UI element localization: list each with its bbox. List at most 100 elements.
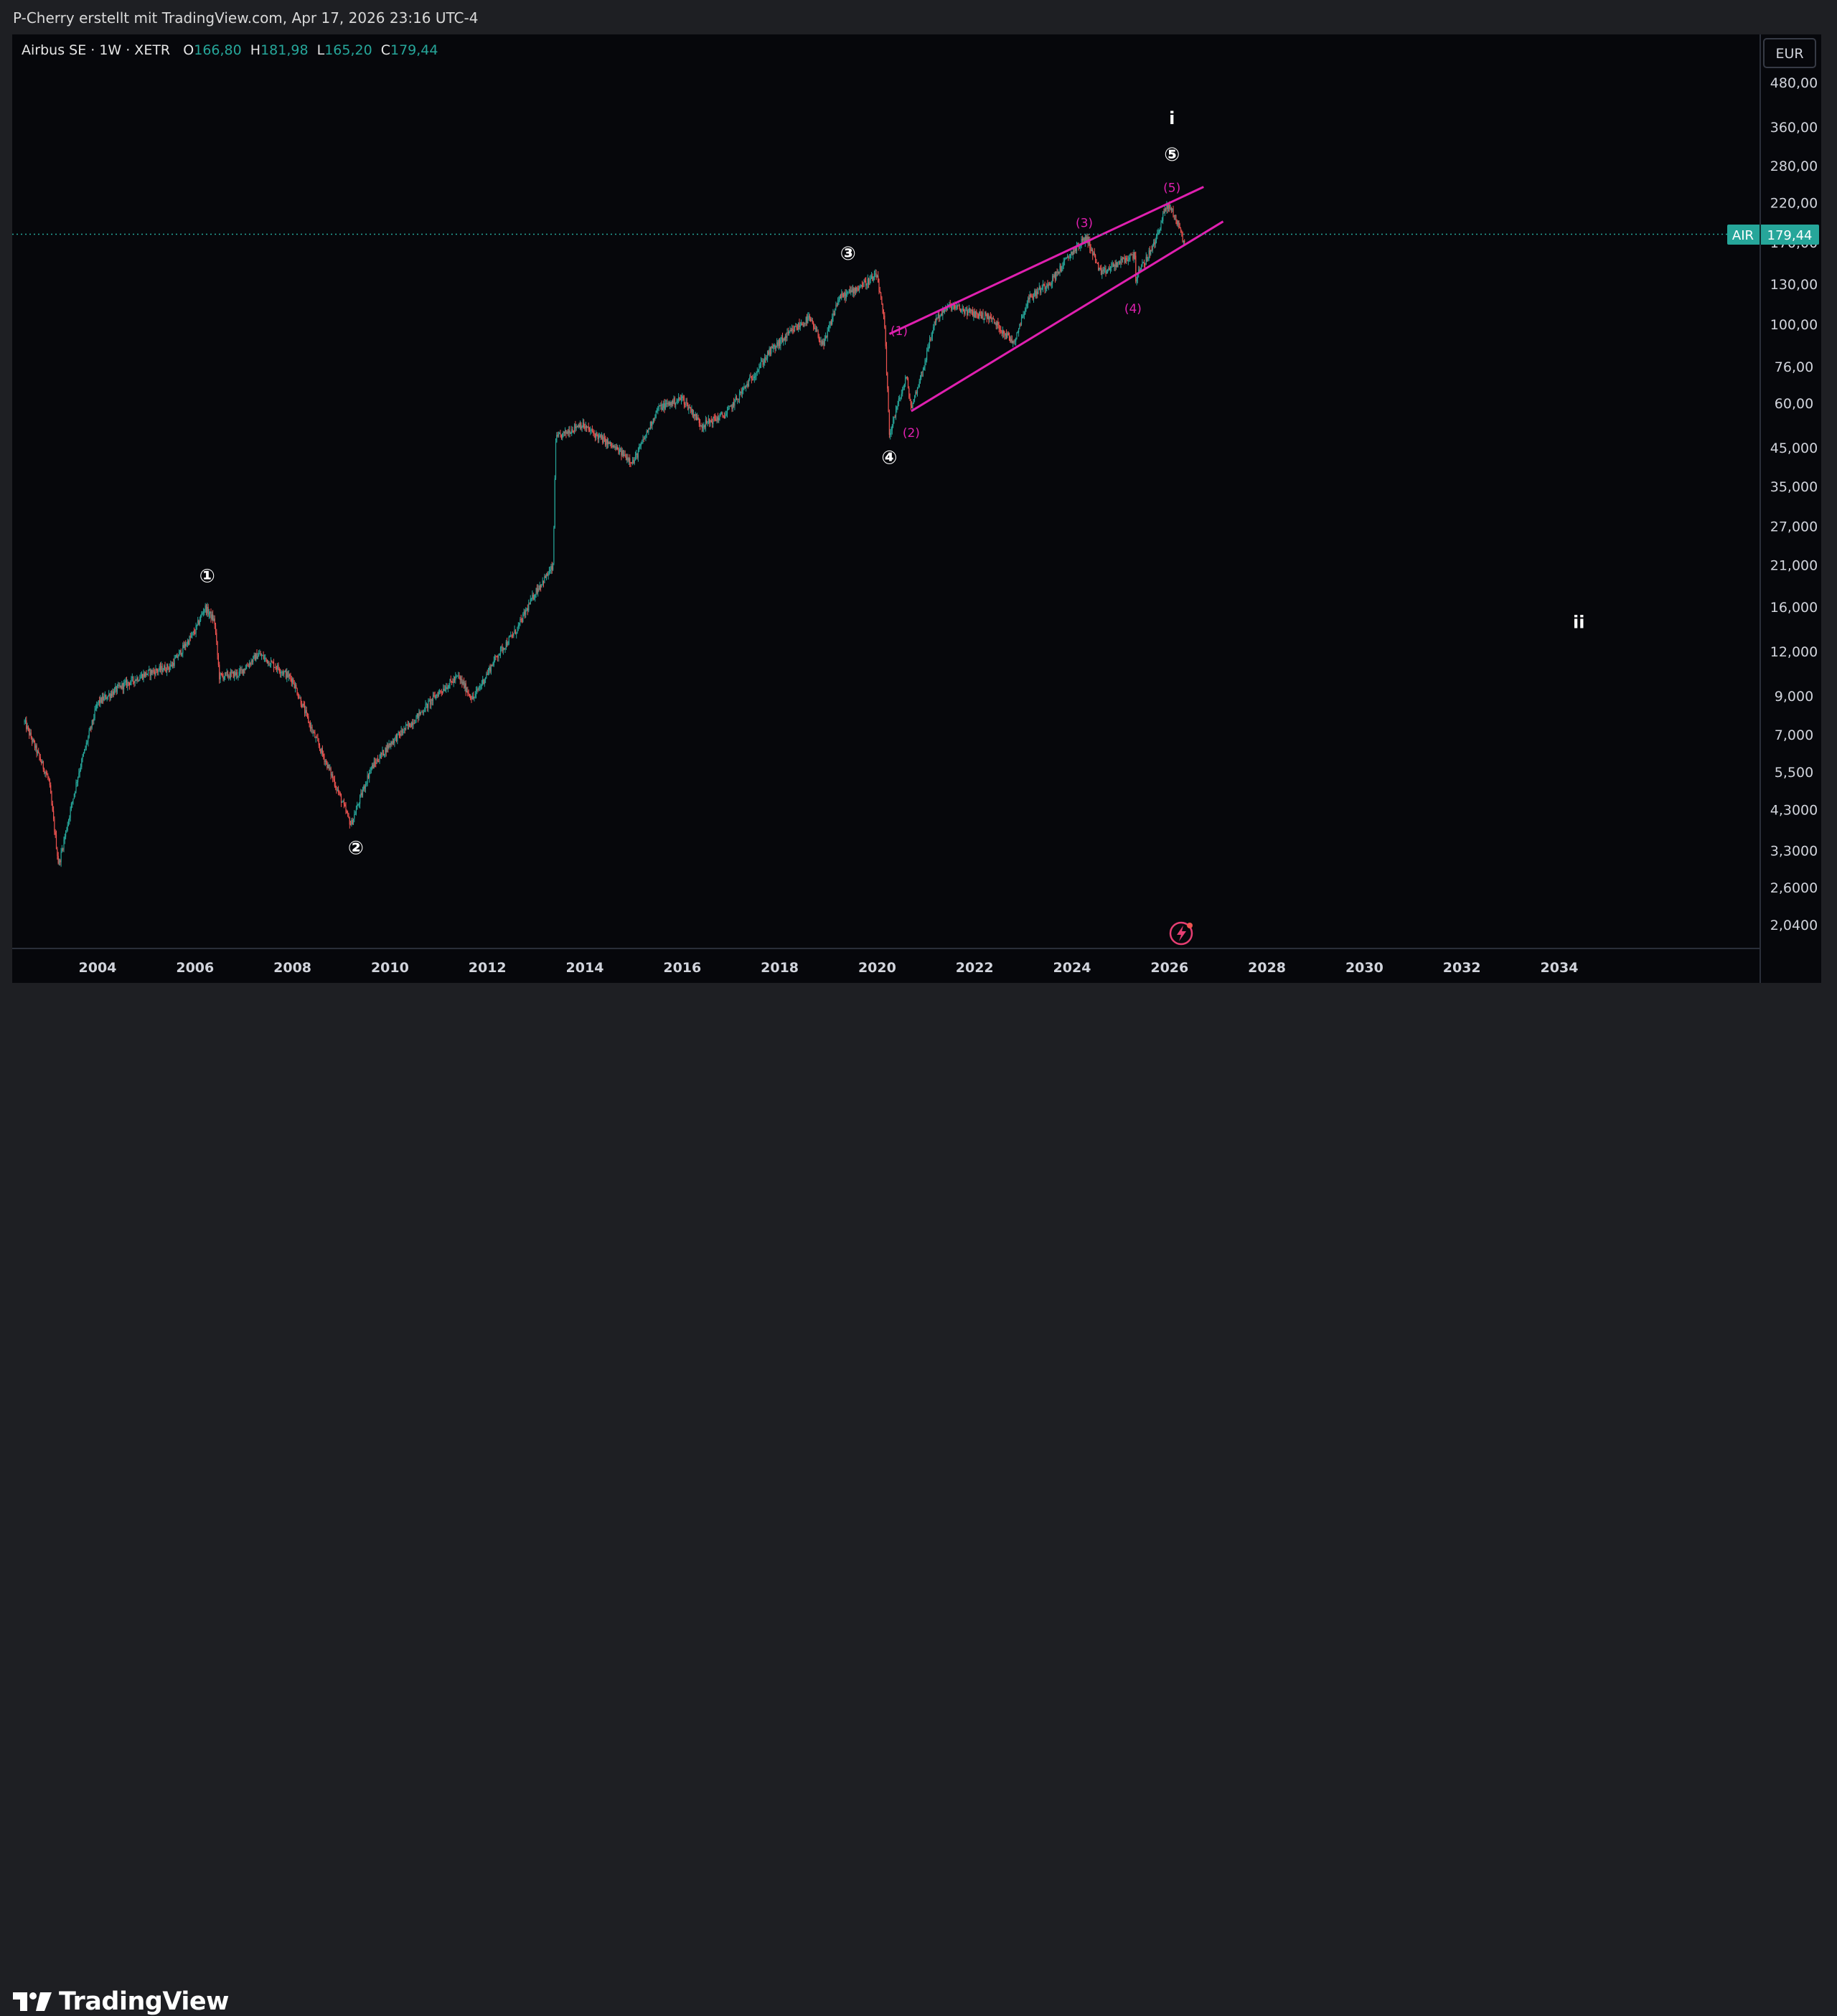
candle-body (976, 311, 977, 314)
candle-body (998, 325, 1000, 329)
candle-body (551, 566, 553, 570)
symbol-info[interactable]: Airbus SE · 1W · XETR (22, 42, 171, 58)
candle-body (1124, 258, 1126, 263)
candle-body (550, 566, 552, 570)
candle-body (251, 660, 253, 662)
candle-body (691, 409, 692, 413)
candle-body (363, 786, 365, 791)
candle-body (779, 339, 781, 346)
candle-body (398, 732, 400, 734)
candle-body (555, 442, 557, 479)
candle-body (106, 698, 108, 700)
candle-body (941, 314, 943, 316)
candle-body (476, 689, 478, 691)
candle-body (502, 648, 504, 651)
candle-body (1025, 306, 1027, 308)
candle-body (1074, 247, 1076, 252)
candle-body (1073, 251, 1075, 253)
candle-body (439, 690, 441, 692)
candle-body (250, 660, 252, 665)
tradingview-logo[interactable]: TradingView (13, 1987, 229, 2016)
wave-label[interactable]: ③ (840, 243, 856, 265)
candle-body (731, 405, 733, 409)
chart-area[interactable] (12, 34, 1821, 983)
trendlines[interactable] (888, 186, 1224, 413)
candle-body (612, 445, 614, 448)
candle-body (234, 672, 235, 678)
wave-label[interactable]: (4) (1124, 302, 1142, 316)
wave-label[interactable]: ④ (881, 448, 897, 469)
candle-body (238, 672, 240, 676)
candle-body (1081, 239, 1082, 246)
candle-body (1094, 253, 1095, 255)
candle-body (529, 603, 530, 605)
currency-button[interactable]: EUR (1763, 38, 1816, 68)
candle-body (395, 735, 396, 738)
trendline-2[interactable] (911, 220, 1224, 413)
y-tick-label: 27,000 (1770, 519, 1818, 535)
candle-body (39, 757, 41, 761)
candle-body (660, 404, 662, 406)
candle-body (70, 809, 71, 818)
candle-body (914, 395, 916, 400)
wave-label[interactable]: i (1169, 108, 1175, 128)
candle-body (241, 669, 243, 670)
x-axis-ticks: 2004 2006 2008 2010 2012 2014 2016 2018 2020 2022… (79, 960, 1579, 976)
candle-body (558, 434, 559, 437)
candle-body (853, 288, 855, 293)
x-tick-label: 2004 (79, 960, 117, 976)
wave-label[interactable]: ② (348, 837, 364, 859)
candle-body (1041, 288, 1043, 289)
candle-body (128, 682, 130, 685)
candle-body (381, 753, 382, 755)
candle-body (323, 753, 324, 757)
candle-body (537, 588, 539, 593)
candle-body (965, 310, 967, 311)
wave-label[interactable]: (2) (903, 426, 920, 441)
wave-label[interactable]: ⑤ (1164, 144, 1180, 166)
trendline-1[interactable] (888, 186, 1204, 335)
candle-body (842, 295, 844, 297)
wave-label[interactable]: ① (199, 566, 215, 588)
candle-body (574, 424, 575, 431)
candle-body (1083, 237, 1084, 241)
candle-body (1170, 208, 1172, 210)
wave-label[interactable]: (3) (1076, 217, 1093, 231)
candle-body (824, 339, 825, 347)
wave-label[interactable]: ii (1573, 612, 1584, 632)
candle-body (721, 413, 723, 414)
candle-body (759, 365, 761, 368)
candle-body (913, 399, 914, 404)
candle-body (680, 398, 682, 400)
wave-label[interactable]: (1) (891, 324, 908, 339)
lightning-icon[interactable] (1169, 921, 1193, 946)
y-tick-label: 130,00 (1770, 277, 1818, 293)
candle-body (487, 670, 489, 674)
candle-body (1030, 294, 1032, 296)
candle-body (1089, 240, 1091, 249)
candle-body (235, 672, 237, 675)
candle-body (382, 750, 384, 755)
candle-body (253, 655, 255, 656)
candle-body (738, 393, 741, 400)
candle-body (980, 315, 982, 319)
low-value: 165,20 (324, 42, 372, 58)
candle-body (651, 422, 652, 426)
candle-body (682, 396, 684, 398)
candle-body (437, 694, 438, 697)
candle-body (866, 283, 868, 286)
candle-body (230, 672, 231, 678)
candle-body (1130, 253, 1132, 255)
candle-body (459, 677, 461, 680)
candle-body (113, 691, 114, 695)
candle-body (636, 453, 638, 458)
candle-body (533, 598, 535, 600)
candle-body (1052, 276, 1053, 284)
candle-body (988, 314, 990, 320)
wave-label[interactable]: (5) (1163, 182, 1180, 196)
candle-body (588, 429, 591, 431)
candle-body (501, 646, 502, 648)
x-tick-label: 2022 (956, 960, 994, 976)
